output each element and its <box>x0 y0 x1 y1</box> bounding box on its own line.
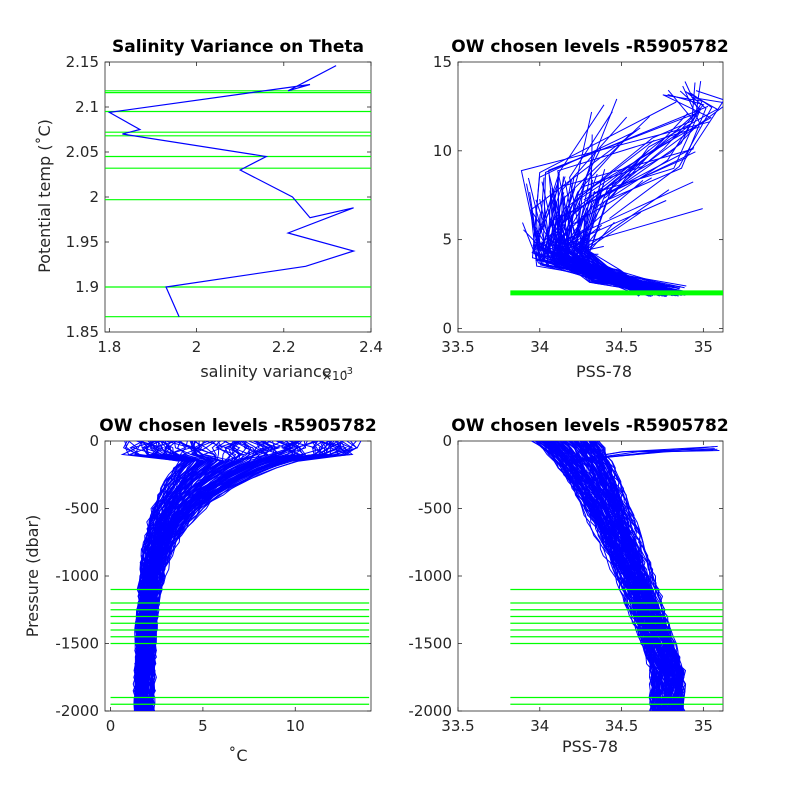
profile-line <box>547 441 666 711</box>
profile-line <box>134 441 259 711</box>
y-tick-label: 0 <box>89 432 99 450</box>
series-line <box>107 65 356 317</box>
chart-title: OW chosen levels -R5905782 <box>451 416 728 436</box>
x-tick-label: 34.5 <box>605 717 638 735</box>
y-tick-label: 0 <box>442 319 452 337</box>
x-tick-label: 2 <box>192 338 202 356</box>
profile-line <box>142 441 214 711</box>
y-tick-label: 2.15 <box>66 53 99 71</box>
y-tick-label: -500 <box>418 500 452 518</box>
y-axis-label: Potential temp (˚C) <box>35 119 54 273</box>
x-tick-label: 33.5 <box>441 338 474 356</box>
y-tick-label: -2000 <box>55 702 99 720</box>
y-tick-label: 0 <box>442 432 452 450</box>
x-tick-label: 10 <box>286 717 305 735</box>
x-tick-label: 2.4 <box>359 338 383 356</box>
x-exponent-power: -3 <box>343 366 353 377</box>
x-axis-label: ˚C <box>228 746 247 765</box>
profile-line <box>582 441 662 711</box>
panel-salinity-variance: Salinity Variance on Theta salinity vari… <box>35 37 383 383</box>
panel-temperature-pressure: OW chosen levels -R5905782 ˚C Pressure (… <box>23 416 377 765</box>
x-tick-label: 35 <box>694 338 713 356</box>
panel-salinity-pressure: OW chosen levels -R5905782 PSS-78 33.5 34… <box>408 416 728 756</box>
y-tick-label: 2.05 <box>66 143 99 161</box>
x-axis-label: salinity variance <box>200 362 331 381</box>
y-tick-label: 2 <box>89 188 99 206</box>
plot-content <box>110 441 370 711</box>
profile-line <box>556 176 675 288</box>
x-tick-label: 35 <box>694 717 713 735</box>
profile-line <box>571 201 680 290</box>
profile-line <box>565 441 662 711</box>
profile-line <box>554 441 672 711</box>
profile-line <box>567 446 714 462</box>
profile-line <box>563 189 670 292</box>
profile-line <box>145 441 362 711</box>
y-tick-label: -1500 <box>408 635 452 653</box>
profile-line <box>605 91 707 201</box>
profile-line <box>542 441 665 711</box>
plot-content <box>105 65 371 318</box>
y-tick-label: 5 <box>442 231 452 249</box>
y-tick-label: -2000 <box>408 702 452 720</box>
plot-content <box>510 441 723 711</box>
profile-line <box>548 175 667 289</box>
y-tick-label: 15 <box>433 53 452 71</box>
y-axis-label: Pressure (dbar) <box>23 515 42 638</box>
y-tick-label: 10 <box>433 142 452 160</box>
chart-title: Salinity Variance on Theta <box>112 37 364 57</box>
profile-line <box>151 441 327 711</box>
profile-line <box>593 441 683 711</box>
profile-line <box>139 441 194 711</box>
plot-content <box>510 81 723 297</box>
chart-title: OW chosen levels -R5905782 <box>451 37 728 57</box>
x-tick-label: 5 <box>198 717 208 735</box>
y-tick-label: 1.95 <box>66 233 99 251</box>
x-axis-label: PSS-78 <box>562 737 618 756</box>
y-tick-label: -500 <box>65 500 99 518</box>
y-tick-label: -1000 <box>408 567 452 585</box>
y-tick-label: -1000 <box>55 567 99 585</box>
profile-line <box>139 441 319 711</box>
profile-line <box>544 441 679 711</box>
x-tick-label: 34 <box>530 717 549 735</box>
profile-line <box>573 94 712 214</box>
profile-line <box>582 183 654 297</box>
profile-line <box>120 441 184 711</box>
x-tick-label: 34 <box>530 338 549 356</box>
profile-line <box>144 441 343 711</box>
y-tick-label: 2.1 <box>75 98 99 116</box>
x-tick-label: 1.8 <box>97 338 121 356</box>
profile-line <box>573 441 680 711</box>
profile-line <box>553 191 675 289</box>
y-tick-label: 1.9 <box>75 278 99 296</box>
y-tick-label: -1500 <box>55 635 99 653</box>
x-tick-label: 34.5 <box>605 338 638 356</box>
chart-title: OW chosen levels -R5905782 <box>99 416 376 436</box>
panel-theta-salinity: OW chosen levels -R5905782 PSS-78 33.5 34… <box>433 37 729 381</box>
profile-line <box>573 89 695 202</box>
profile-line <box>597 90 723 198</box>
y-tick-label: 1.85 <box>66 323 99 341</box>
x-tick-label: 2.2 <box>272 338 296 356</box>
profile-line <box>535 441 657 711</box>
profile-line <box>592 90 702 194</box>
profile-line <box>603 94 705 199</box>
profile-line <box>570 450 714 462</box>
plot-area <box>104 61 372 333</box>
x-exponent-label: ×10 <box>322 369 347 383</box>
profile-line <box>575 441 654 711</box>
x-tick-label: 0 <box>106 717 116 735</box>
profile-line <box>135 441 210 711</box>
x-tick-label: 33.5 <box>441 717 474 735</box>
profile-line <box>543 173 671 294</box>
x-axis-label: PSS-78 <box>576 362 632 381</box>
profile-line <box>134 441 201 711</box>
